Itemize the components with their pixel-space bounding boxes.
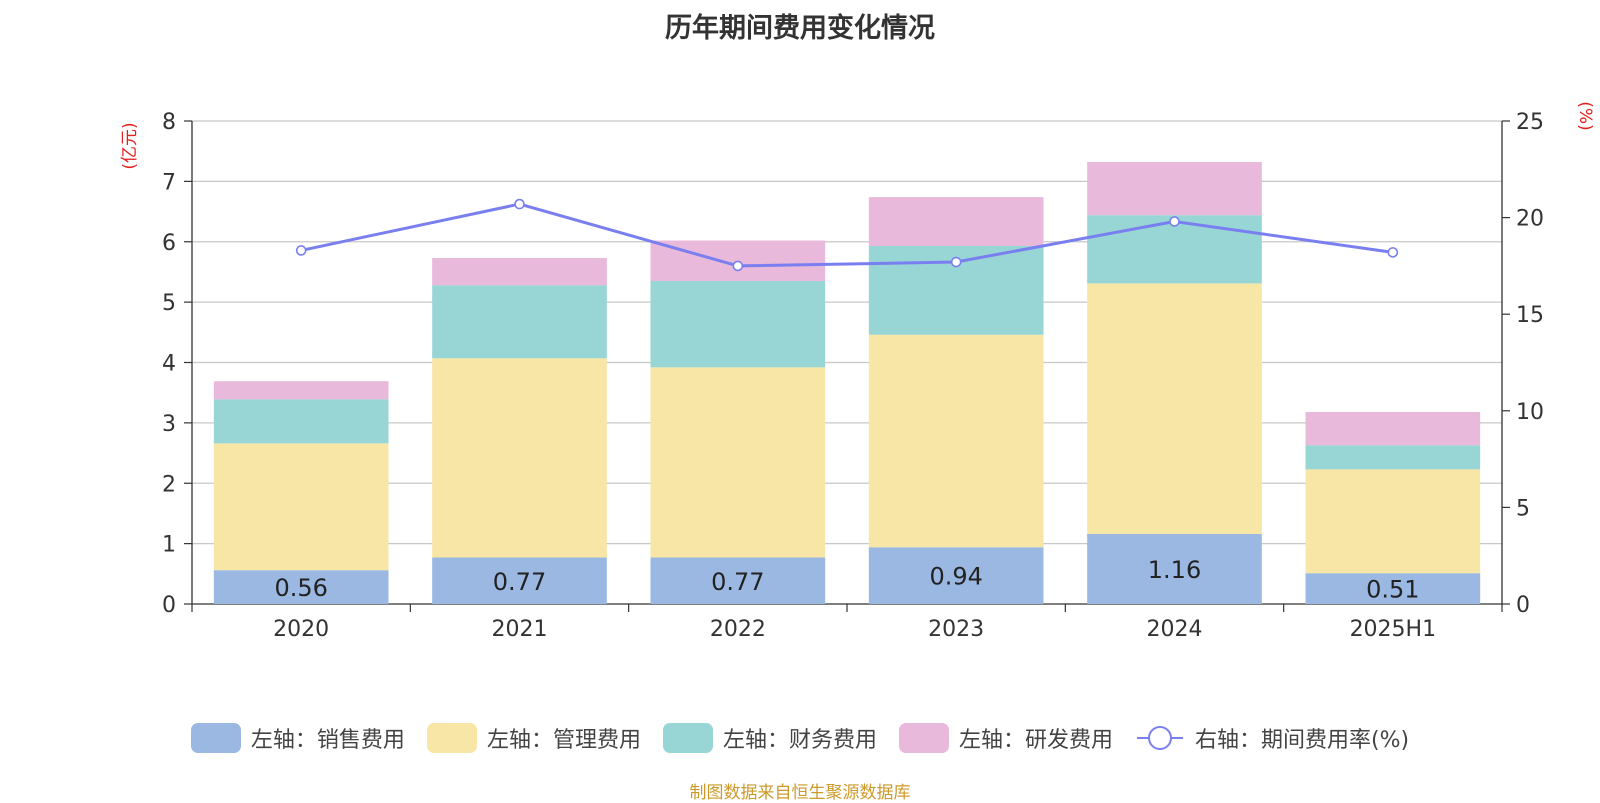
right-axis-tick-label: 10 [1516, 400, 1544, 425]
left-axis-tick-label: 0 [162, 593, 176, 618]
x-axis-category-label: 2020 [273, 617, 329, 642]
legend-item-admin[interactable]: 左轴：管理费用 [426, 722, 641, 754]
x-axis-category-label: 2024 [1147, 617, 1203, 642]
line-point [295, 245, 307, 256]
bar-admin [1305, 469, 1481, 574]
right-axis-tick-label: 15 [1516, 303, 1544, 328]
bar-admin [432, 358, 607, 558]
bar-data-label: 0.77 [711, 568, 764, 596]
x-axis-category-label: 2022 [710, 617, 766, 642]
left-axis-tick-label: 5 [162, 291, 176, 316]
chart-svg: 0 1 2 3 4 5 6 7 8 0 5 10 15 20 25 (亿元) (%) 2020 2021 2022 20… [120, 101, 1595, 642]
x-axis-category-label: 2021 [492, 617, 548, 642]
line-point [950, 256, 962, 268]
bar-sales [1087, 533, 1262, 604]
bar-data-label: 0.51 [1366, 576, 1419, 604]
bar-sales [432, 557, 607, 604]
line-point [514, 198, 525, 210]
left-axis-tick-label: 4 [162, 352, 176, 377]
bar-data-label: 0.56 [274, 574, 327, 602]
legend-swatch [190, 723, 241, 753]
bar-data-label: 0.94 [929, 563, 982, 591]
right-axis-tick-label: 25 [1516, 110, 1544, 135]
left-axis-tick-label: 7 [162, 170, 176, 195]
legend-item-finance[interactable]: 左轴：财务费用 [662, 722, 877, 754]
left-axis-unit: (亿元) [120, 122, 140, 169]
line-rate [300, 202, 1394, 268]
bar-sales [213, 570, 389, 604]
bar-rd [432, 258, 607, 286]
left-axis-tick-label: 3 [162, 412, 176, 437]
bar-sales [1305, 573, 1481, 604]
left-axis-tick-label: 6 [162, 231, 176, 256]
chart-title: 历年期间费用变化情况 [665, 13, 935, 44]
legend-item-rd[interactable]: 左轴：研发费用 [898, 722, 1113, 754]
bar-admin [1087, 283, 1262, 534]
left-axis-tick-label: 2 [162, 472, 176, 497]
legend-item-rate[interactable]: 右轴：期间费用率(%) [1135, 722, 1409, 754]
bar-admin [868, 334, 1044, 548]
bar-admin [650, 367, 826, 558]
bar-finance [213, 399, 389, 444]
x-axis-category-label: 2025H1 [1350, 617, 1437, 642]
bar-rd [868, 197, 1044, 246]
right-axis-tick-label: 20 [1516, 207, 1544, 232]
legend-label: 左轴：销售费用 [250, 728, 405, 753]
bar-finance [1305, 445, 1481, 470]
legend-label: 左轴：管理费用 [486, 728, 641, 753]
left-axis-tick-label: 1 [162, 533, 176, 558]
line-point [1169, 216, 1180, 227]
legend: 左轴：销售费用 左轴：管理费用 左轴：财务费用 左轴：研发费用 右轴：期间费用率(%) [0, 720, 1600, 756]
right-axis-tick-label: 0 [1516, 593, 1530, 618]
line-point [732, 260, 744, 272]
left-axis-tick-label: 8 [162, 110, 176, 135]
bar-data-label: 0.77 [493, 568, 546, 596]
legend-swatch [426, 723, 477, 753]
legend-swatch [662, 723, 713, 753]
bar-admin [213, 443, 389, 571]
legend-swatch [898, 723, 949, 753]
legend-item-sales[interactable]: 左轴：销售费用 [190, 722, 405, 754]
right-axis-tick-label: 5 [1516, 496, 1530, 521]
line-point [1387, 247, 1399, 258]
legend-label: 左轴：研发费用 [958, 728, 1113, 753]
bar-sales [868, 547, 1044, 604]
bar-rd [1305, 412, 1481, 446]
legend-label: 左轴：财务费用 [722, 728, 877, 753]
source-note: 制图数据来自恒生聚源数据库 [689, 783, 911, 803]
legend-swatch [1136, 726, 1183, 750]
right-axis-unit: (%) [1575, 101, 1595, 130]
bar-finance [650, 280, 826, 368]
legend-label: 右轴：期间费用率(%) [1194, 728, 1410, 753]
x-axis-category-label: 2023 [928, 617, 984, 642]
bar-data-label: 1.16 [1148, 556, 1201, 584]
bar-sales [650, 557, 826, 604]
bar-finance [432, 285, 607, 359]
bar-rd [213, 381, 389, 400]
bar-rd [1087, 162, 1262, 216]
